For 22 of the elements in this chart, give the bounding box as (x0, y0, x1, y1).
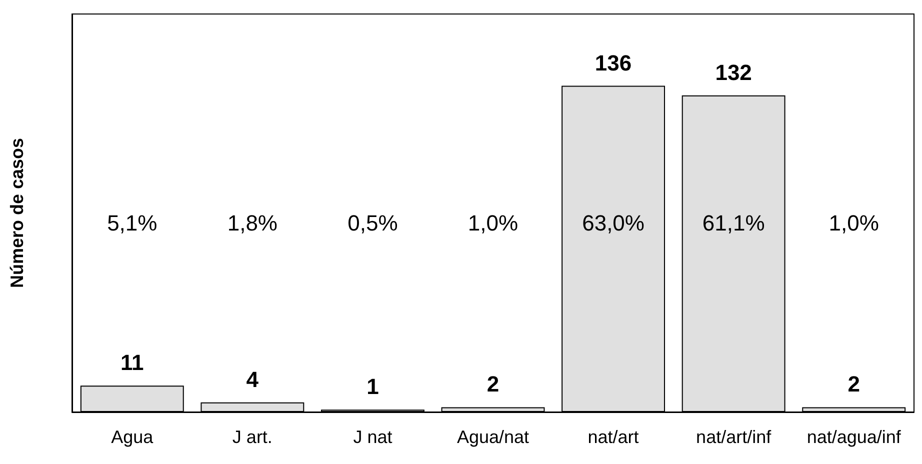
x-tick-label: Agua (111, 427, 154, 447)
annotation: 1,8% (227, 210, 278, 236)
data-label: 2 (848, 372, 860, 397)
x-tick-label: nat/art (588, 427, 639, 447)
annotation: 1,0% (828, 210, 879, 236)
annotation: 61,1% (702, 210, 765, 236)
data-label: 11 (120, 350, 144, 376)
data-label: 4 (246, 366, 260, 392)
x-tick-label: Agua/nat (456, 427, 530, 447)
y-axis-title: Número de casos (7, 138, 27, 288)
data-label: 1 (366, 374, 379, 400)
data-label: 136 (594, 50, 632, 76)
data-label: 132 (715, 60, 752, 85)
annotation: 63,0% (582, 210, 644, 236)
x-tick-label: J nat (353, 427, 392, 447)
annotation: 1,0% (468, 210, 518, 236)
annotation: 0,5% (348, 210, 398, 236)
x-tick-label: nat/agua/inf (806, 427, 902, 447)
x-tick-label: nat/art/inf (696, 427, 772, 447)
annotation: 5,1% (107, 210, 158, 236)
x-tick-label: J art. (232, 427, 272, 447)
data-label: 2 (486, 372, 500, 397)
